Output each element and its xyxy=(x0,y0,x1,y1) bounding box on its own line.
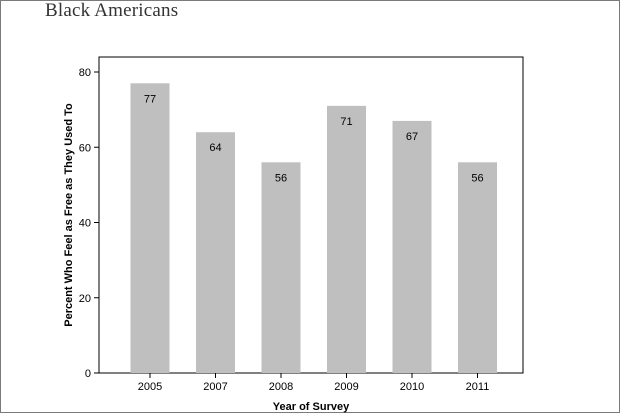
bar-2011 xyxy=(458,162,497,373)
bars: 77 64 56 71 67 56 xyxy=(130,83,497,374)
bar-value-label: 67 xyxy=(406,131,418,143)
bar-value-label: 64 xyxy=(209,142,221,154)
x-axis-label: Year of Survey xyxy=(273,401,350,413)
x-tick-label: 2009 xyxy=(334,381,358,393)
y-tick-label: 0 xyxy=(85,368,91,380)
y-tick-label: 40 xyxy=(79,218,91,230)
y-tick-label: 20 xyxy=(79,293,91,305)
y-tick-label: 60 xyxy=(79,142,91,154)
x-tick-label: 2011 xyxy=(466,381,490,393)
y-axis: 0 20 40 60 80 xyxy=(79,67,99,380)
x-tick-label: 2007 xyxy=(203,381,227,393)
x-tick-label: 2005 xyxy=(138,381,162,393)
x-axis: 2005 2007 2008 2009 2010 2011 xyxy=(138,373,490,393)
bar-value-label: 56 xyxy=(275,172,287,184)
bar-value-label: 71 xyxy=(340,116,352,128)
bar-value-label: 77 xyxy=(144,93,156,105)
y-axis-label: Percent Who Feel as Free as They Used To xyxy=(63,103,75,327)
plot-area xyxy=(98,56,524,374)
bar-2010 xyxy=(392,120,432,373)
bar-2007 xyxy=(196,132,235,373)
bar-2005 xyxy=(130,83,170,373)
bar-2008 xyxy=(261,162,301,373)
x-tick-label: 2010 xyxy=(400,381,424,393)
page-title: Black Americans xyxy=(45,0,179,21)
y-tick-label: 80 xyxy=(79,67,91,79)
x-tick-label: 2008 xyxy=(269,381,293,393)
bar-value-label: 56 xyxy=(471,172,483,184)
bar-2009 xyxy=(327,105,366,374)
